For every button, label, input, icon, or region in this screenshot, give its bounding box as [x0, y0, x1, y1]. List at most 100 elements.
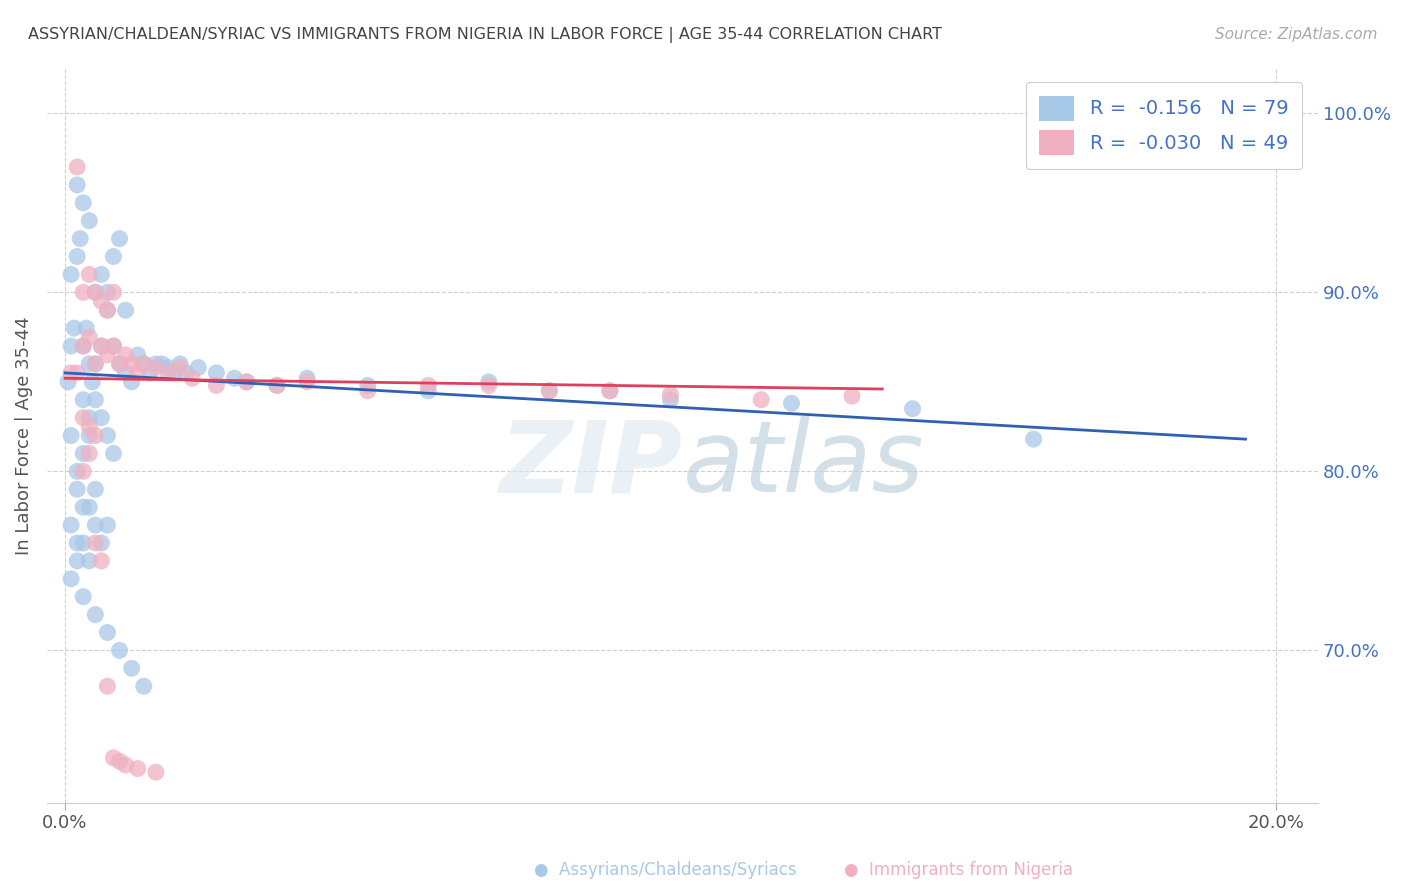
Point: [169, 360, 191, 375]
Point: [77, 330, 100, 344]
Point: [75, 321, 97, 335]
Point: [132, 357, 155, 371]
Point: [127, 366, 149, 380]
Point: [659, 387, 682, 401]
Legend: R =  -0.156   N = 79, R =  -0.030   N = 49: R = -0.156 N = 79, R = -0.030 N = 49: [1025, 82, 1302, 169]
Point: [90, 554, 112, 568]
Point: [60, 518, 83, 533]
Point: [60, 428, 83, 442]
Point: [96, 303, 118, 318]
Point: [72, 536, 94, 550]
Point: [145, 357, 167, 371]
Point: [103, 446, 125, 460]
Point: [121, 375, 143, 389]
Text: Source: ZipAtlas.com: Source: ZipAtlas.com: [1215, 27, 1378, 42]
Point: [295, 371, 318, 385]
Point: [478, 375, 501, 389]
Point: [77, 419, 100, 434]
Point: [150, 357, 173, 371]
Point: [77, 268, 100, 282]
Point: [66, 536, 89, 550]
Point: [60, 572, 83, 586]
Point: [72, 392, 94, 407]
Text: ●  Immigrants from Nigeria: ● Immigrants from Nigeria: [844, 861, 1073, 879]
Point: [96, 679, 118, 693]
Point: [90, 339, 112, 353]
Point: [84, 518, 107, 533]
Point: [114, 303, 136, 318]
Point: [72, 339, 94, 353]
Point: [72, 446, 94, 460]
Point: [181, 371, 204, 385]
Text: atlas: atlas: [682, 417, 924, 514]
Point: [90, 410, 112, 425]
Text: ZIP: ZIP: [499, 417, 682, 514]
Point: [169, 357, 191, 371]
Point: [114, 758, 136, 772]
Point: [418, 384, 440, 398]
Point: [84, 483, 107, 497]
Point: [156, 366, 179, 380]
Point: [84, 536, 107, 550]
Point: [749, 392, 772, 407]
Point: [72, 339, 94, 353]
Point: [82, 375, 104, 389]
Point: [132, 357, 155, 371]
Point: [84, 285, 107, 300]
Point: [96, 518, 118, 533]
Point: [96, 625, 118, 640]
Point: [72, 500, 94, 515]
Point: [84, 392, 107, 407]
Point: [163, 366, 186, 380]
Point: [599, 384, 621, 398]
Point: [538, 384, 561, 398]
Point: [139, 366, 162, 380]
Point: [121, 661, 143, 675]
Point: [72, 590, 94, 604]
Point: [66, 160, 89, 174]
Point: [108, 232, 131, 246]
Point: [599, 384, 621, 398]
Point: [96, 303, 118, 318]
Point: [127, 348, 149, 362]
Point: [90, 268, 112, 282]
Point: [72, 195, 94, 210]
Point: [96, 428, 118, 442]
Point: [103, 339, 125, 353]
Point: [266, 378, 288, 392]
Point: [145, 360, 167, 375]
Point: [235, 375, 257, 389]
Point: [72, 464, 94, 478]
Point: [96, 285, 118, 300]
Text: ASSYRIAN/CHALDEAN/SYRIAC VS IMMIGRANTS FROM NIGERIA IN LABOR FORCE | AGE 35-44 C: ASSYRIAN/CHALDEAN/SYRIAC VS IMMIGRANTS F…: [28, 27, 942, 43]
Point: [66, 464, 89, 478]
Point: [103, 339, 125, 353]
Point: [235, 375, 257, 389]
Point: [72, 285, 94, 300]
Point: [90, 536, 112, 550]
Point: [66, 554, 89, 568]
Point: [108, 755, 131, 769]
Point: [69, 232, 91, 246]
Point: [84, 285, 107, 300]
Point: [77, 446, 100, 460]
Point: [77, 213, 100, 227]
Point: [187, 360, 209, 375]
Point: [114, 366, 136, 380]
Point: [659, 392, 682, 407]
Point: [77, 554, 100, 568]
Point: [108, 357, 131, 371]
Point: [357, 384, 380, 398]
Point: [295, 375, 318, 389]
Point: [84, 607, 107, 622]
Point: [156, 360, 179, 375]
Point: [84, 357, 107, 371]
Point: [127, 762, 149, 776]
Point: [132, 679, 155, 693]
Point: [841, 389, 863, 403]
Point: [60, 268, 83, 282]
Point: [103, 751, 125, 765]
Point: [56, 375, 79, 389]
Point: [77, 357, 100, 371]
Point: [205, 378, 228, 392]
